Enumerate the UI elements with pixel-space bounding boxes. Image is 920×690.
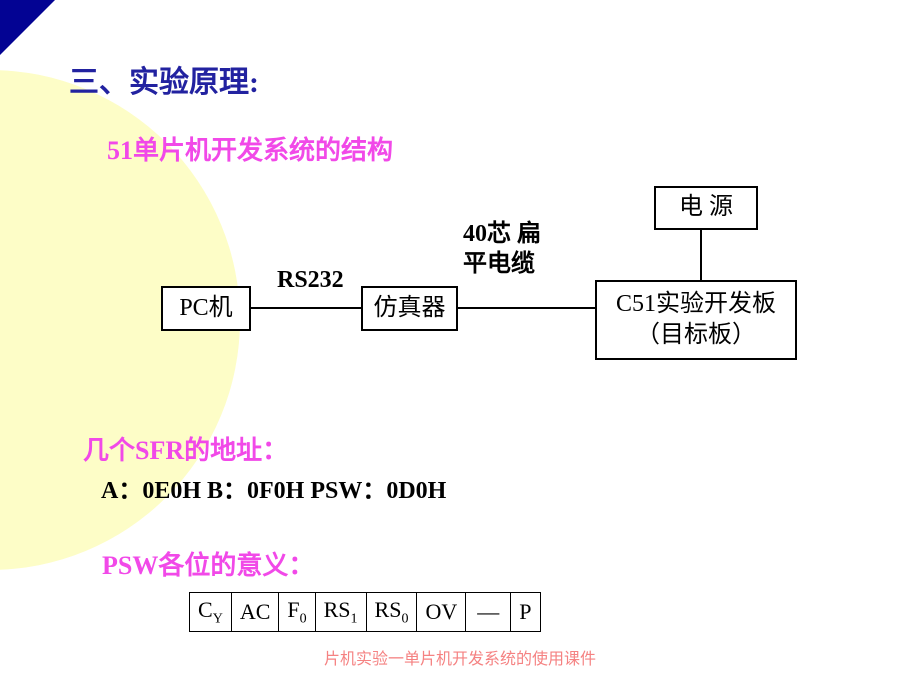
box-board-l2: （目标板） xyxy=(636,320,756,351)
psw-row: CY AC F0 RS1 RS0 OV — P xyxy=(190,593,541,632)
box-pc: PC机 xyxy=(161,286,251,331)
line-power-board xyxy=(700,230,702,280)
footer-text: 片机实验一单片机开发系统的使用课件 xyxy=(0,645,920,669)
line-pc-emu xyxy=(251,307,361,309)
label-cable: 40芯 扁 平电缆 xyxy=(463,219,541,279)
box-pc-label: PC机 xyxy=(179,293,232,324)
psw-cy: CY xyxy=(190,593,232,632)
box-emu-label: 仿真器 xyxy=(374,293,446,324)
label-cable-l2: 平电缆 xyxy=(463,249,541,279)
psw-ac: AC xyxy=(231,593,279,632)
sfr-addresses: A：0E0H B：0F0H PSW：0D0H xyxy=(101,470,446,505)
psw-title: PSW各位的意义： xyxy=(102,545,314,582)
psw-bits-table: CY AC F0 RS1 RS0 OV — P xyxy=(189,592,541,632)
psw-ov: OV xyxy=(417,593,466,632)
psw-rs1: RS1 xyxy=(315,593,366,632)
box-emulator: 仿真器 xyxy=(361,286,458,331)
box-power: 电 源 xyxy=(654,186,758,230)
psw-rs0: RS0 xyxy=(366,593,417,632)
box-power-label: 电 源 xyxy=(679,192,733,223)
system-diagram: PC机 仿真器 电 源 C51实验开发板 （目标板） RS232 40芯 扁 平… xyxy=(0,0,920,400)
box-board-l1: C51实验开发板 xyxy=(616,289,776,320)
line-emu-board xyxy=(458,307,595,309)
psw-p: P xyxy=(511,593,540,632)
label-cable-l1: 40芯 扁 xyxy=(463,219,541,249)
sfr-title: 几个SFR的地址： xyxy=(83,430,288,467)
label-rs232: RS232 xyxy=(277,267,344,294)
box-board: C51实验开发板 （目标板） xyxy=(595,280,797,360)
psw-f0: F0 xyxy=(279,593,315,632)
psw-dash: — xyxy=(466,593,511,632)
